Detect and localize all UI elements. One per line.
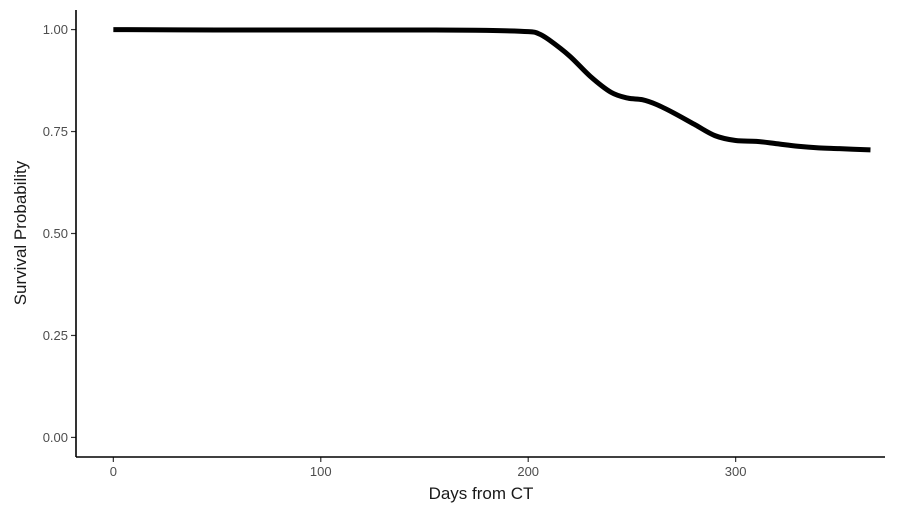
y-axis-title: Survival Probability xyxy=(11,160,30,305)
x-tick-label-0: 0 xyxy=(110,464,117,479)
x-tick-label-2: 200 xyxy=(517,464,539,479)
x-tick-label-3: 300 xyxy=(725,464,747,479)
y-tick-label-2: 0.50 xyxy=(43,226,68,241)
survival-curve-line xyxy=(113,27,871,153)
y-tick-label-3: 0.75 xyxy=(43,124,68,139)
y-tick-label-0: 0.00 xyxy=(43,430,68,445)
y-tick-label-4: 1.00 xyxy=(43,22,68,37)
x-tick-label-1: 100 xyxy=(310,464,332,479)
y-tick-label-1: 0.25 xyxy=(43,328,68,343)
y-axis-ticks: 0.00 0.25 0.50 0.75 1.00 xyxy=(43,22,76,445)
series-layer xyxy=(113,27,871,153)
x-axis-title: Days from CT xyxy=(429,484,534,503)
x-axis-ticks: 0 100 200 300 xyxy=(110,457,747,479)
